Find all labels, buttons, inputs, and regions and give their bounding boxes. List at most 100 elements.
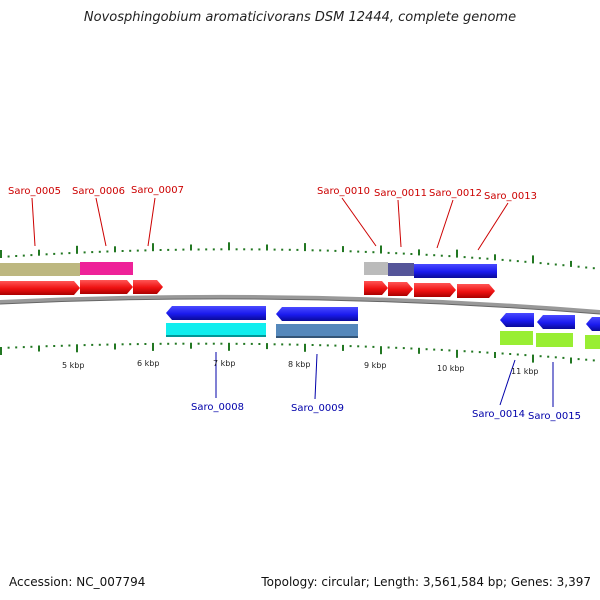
feature-band-saro-0012[interactable] [414, 264, 497, 278]
upper-track-tick [243, 248, 246, 251]
upper-track-tick [235, 248, 238, 251]
gene-label-saro-0010[interactable]: Saro_0010 [317, 186, 370, 197]
lower-track-tick [372, 345, 375, 348]
scale-label-7kbp: 7 kbp [213, 359, 235, 368]
gene-arrow-saro-0015[interactable] [537, 315, 575, 329]
upper-track-tick [387, 251, 390, 254]
upper-track-tick [83, 251, 86, 254]
upper-track-tick [592, 267, 595, 270]
upper-track-tick [463, 256, 466, 259]
lower-track-tick [266, 343, 268, 350]
gene-arrow-saro-0010[interactable] [364, 281, 388, 295]
lower-track-tick [342, 344, 344, 351]
gene-label-saro-0013[interactable]: Saro_0013 [484, 191, 537, 202]
lower-track-tick [288, 343, 291, 346]
lower-track-tick [463, 350, 466, 353]
lower-track-tick [418, 347, 420, 354]
upper-track-tick [395, 252, 398, 255]
upper-track-tick [342, 246, 344, 253]
lower-track-tick [478, 351, 481, 354]
lower-track-tick [258, 343, 261, 345]
lower-track-tick [114, 343, 116, 350]
lower-track-tick [554, 356, 557, 359]
gene-arrow-saro-0012[interactable] [414, 283, 456, 297]
leader-saro-0010 [341, 197, 377, 247]
gene-label-saro-0007[interactable]: Saro_0007 [131, 185, 184, 196]
feature-band-saro-0015[interactable] [536, 333, 573, 347]
upper-track-tick [334, 249, 337, 252]
gene-arrow-saro-0013[interactable] [457, 284, 495, 298]
gene-label-saro-0008[interactable]: Saro_0008 [191, 402, 244, 413]
upper-track-tick [68, 252, 71, 255]
lower-track-tick [592, 359, 595, 362]
gene-label-saro-0012[interactable]: Saro_0012 [429, 188, 482, 199]
gene-labels: Saro_0005 Saro_0006 Saro_0007 Saro_0008 … [8, 185, 581, 422]
lower-track-tick [387, 346, 390, 349]
gene-label-saro-0006[interactable]: Saro_0006 [72, 186, 125, 197]
gene-arrow-saro-0006[interactable] [80, 280, 133, 294]
upper-track-tick [182, 248, 185, 251]
gene-arrow-saro-0008[interactable] [166, 306, 266, 320]
upper-track-tick [91, 251, 94, 254]
upper-track-tick [319, 249, 322, 252]
leader-saro-0011 [397, 199, 402, 248]
gene-label-saro-0011[interactable]: Saro_0011 [374, 188, 427, 199]
lower-track-tick [524, 354, 527, 357]
accession-text: Accession: NC_007794 [9, 575, 146, 589]
gene-label-saro-0014[interactable]: Saro_0014 [472, 409, 525, 420]
gene-label-saro-0015[interactable]: Saro_0015 [528, 411, 581, 422]
gene-arrow-saro-0016-partial[interactable] [586, 317, 600, 331]
lower-track-tick [433, 348, 436, 351]
upper-track-tick [30, 254, 33, 257]
gene-label-saro-0005[interactable]: Saro_0005 [8, 186, 61, 197]
lower-track-tick [182, 342, 185, 345]
feature-band-saro-0006[interactable] [80, 262, 133, 275]
upper-track-tick [281, 248, 284, 251]
upper-track-tick [266, 244, 268, 251]
feature-band-saro-0016[interactable] [585, 335, 600, 349]
lower-track-tick [167, 342, 170, 345]
lower-track-tick [220, 342, 223, 345]
lower-track-tick [501, 352, 504, 355]
upper-track-tick [509, 259, 512, 262]
gene-arrow-saro-0009[interactable] [276, 307, 358, 321]
lower-track-tick [570, 357, 572, 364]
gene-label-saro-0009[interactable]: Saro_0009 [291, 403, 344, 414]
lower-track-tick [456, 349, 458, 358]
scale-label-5kbp: 5 kbp [62, 361, 84, 370]
gene-arrow-saro-0007[interactable] [133, 280, 163, 294]
upper-track-tick [357, 250, 360, 253]
upper-track-tick [516, 260, 519, 263]
lower-track-tick [174, 342, 177, 345]
lower-track-tick [91, 343, 94, 346]
upper-track-tick [478, 257, 481, 260]
upper-track-tick [402, 252, 405, 255]
feature-band-saro-0014[interactable] [500, 331, 533, 345]
gene-arrow-saro-0011[interactable] [388, 282, 413, 296]
lower-track-tick [0, 347, 2, 355]
upper-track-tick [167, 248, 170, 251]
lower-track-tick [121, 343, 124, 346]
gene-arrow-saro-0005[interactable] [0, 281, 80, 295]
scale-label-8kbp: 8 kbp [288, 360, 310, 369]
upper-track-tick [144, 249, 147, 252]
scale-labels: 5 kbp 6 kbp 7 kbp 8 kbp 9 kbp 10 kbp 11 … [62, 359, 539, 376]
lower-track-tick [60, 344, 63, 347]
lower-track-tick [380, 346, 382, 355]
feature-band-saro-0011[interactable] [388, 263, 414, 276]
upper-track-tick [53, 252, 56, 255]
gene-arrow-saro-0014[interactable] [500, 313, 534, 327]
lower-track-tick [577, 358, 580, 361]
feature-band-saro-0008[interactable] [166, 323, 266, 337]
feature-band-saro-0005[interactable] [0, 263, 80, 276]
upper-track-tick [98, 250, 101, 253]
upper-track-tick [425, 253, 428, 256]
upper-track-tick [121, 250, 124, 252]
upper-track-tick [585, 266, 588, 269]
upper-track-tick [326, 249, 329, 252]
feature-band-saro-0009[interactable] [276, 324, 358, 338]
feature-band-saro-0010[interactable] [364, 262, 388, 275]
genome-summary-text: Topology: circular; Length: 3,561,584 bp… [261, 575, 591, 589]
upper-track-tick [380, 245, 382, 254]
lower-track-tick [22, 346, 25, 349]
